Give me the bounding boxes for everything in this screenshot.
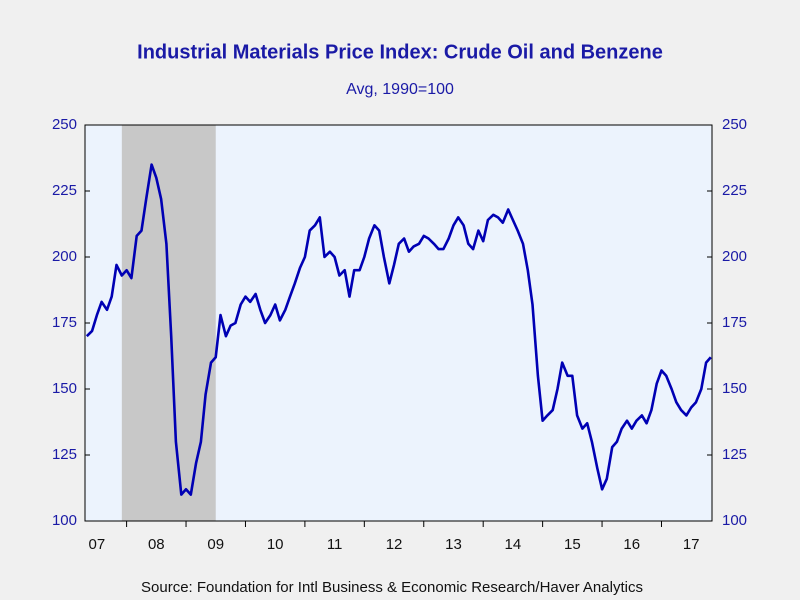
y2-tick-label: 150: [722, 380, 747, 397]
y2-tick-label: 250: [722, 116, 747, 133]
y2-tick-label: 225: [722, 182, 747, 199]
x-tick-label: 08: [148, 536, 165, 553]
x-tick-label: 15: [564, 536, 581, 553]
y-tick-label: 250: [52, 116, 77, 133]
y2-tick-label: 125: [722, 446, 747, 463]
x-tick-label: 17: [683, 536, 700, 553]
x-tick-label: 16: [623, 536, 640, 553]
data-line: [85, 163, 712, 496]
y2-tick-label: 175: [722, 314, 747, 331]
x-tick-label: 11: [327, 536, 343, 553]
y-tick-label: 150: [52, 380, 77, 397]
chart-title: Industrial Materials Price Index: Crude …: [137, 41, 663, 63]
y-tick-label: 175: [52, 314, 77, 331]
plot-frame: [84, 124, 713, 522]
recession-shade: [121, 125, 216, 521]
x-tick-label: 13: [445, 536, 462, 553]
y-tick-label: 200: [52, 248, 77, 265]
source-note: Source: Foundation for Intl Business & E…: [141, 579, 643, 596]
chart-subtitle: Avg, 1990=100: [346, 81, 454, 98]
x-tick-label: 09: [207, 536, 224, 553]
y-tick-label: 100: [52, 512, 77, 529]
x-tick-label: 12: [386, 536, 403, 553]
y-tick-label: 125: [52, 446, 77, 463]
y2-tick-label: 200: [722, 248, 747, 265]
x-tick-label: 14: [505, 536, 522, 553]
x-tick-label: 10: [267, 536, 284, 553]
y2-tick-label: 100: [722, 512, 747, 529]
x-tick-label: 07: [89, 536, 106, 553]
y-tick-label: 225: [52, 182, 77, 199]
